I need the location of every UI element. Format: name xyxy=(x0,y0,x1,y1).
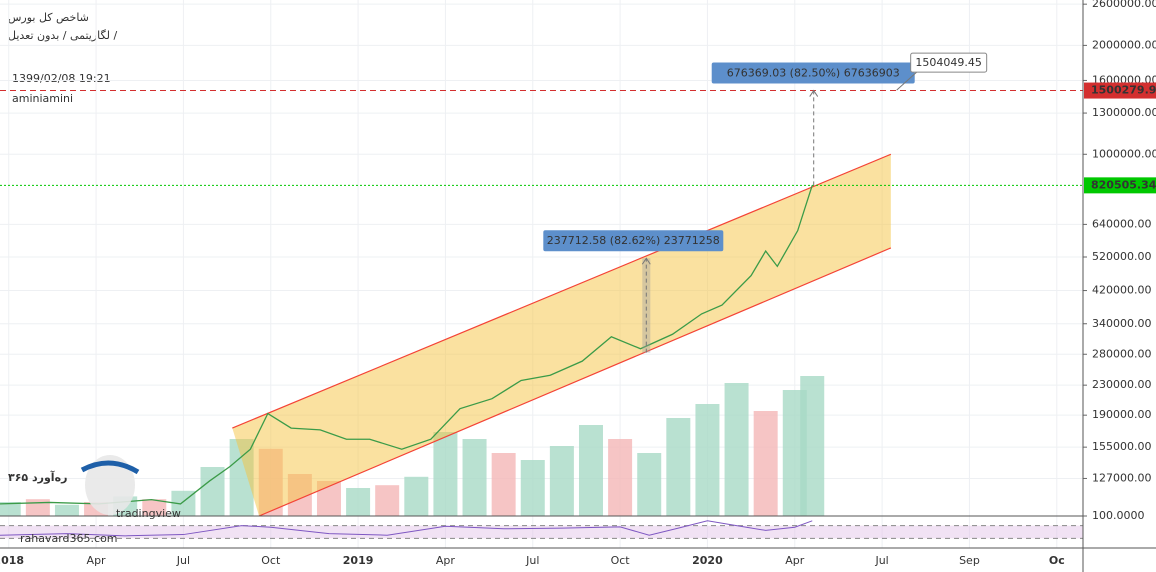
volume-bar xyxy=(695,404,720,516)
volume-bar xyxy=(404,476,429,516)
callout-label: 1504049.45 xyxy=(915,56,981,69)
price-tag-label: 820505.34 xyxy=(1091,178,1156,191)
volume-bar xyxy=(200,467,225,516)
y-tick-label: 1300000.00 xyxy=(1092,106,1156,119)
y-tick-label: 2600000.00 xyxy=(1092,0,1156,10)
x-tick-label: Oc xyxy=(1049,554,1065,567)
x-tick-label: Apr xyxy=(87,554,107,567)
x-tick-label: 2020 xyxy=(692,554,723,567)
volume-bar xyxy=(25,499,50,516)
watermark-tv: tradingview xyxy=(116,507,181,520)
price-line-series xyxy=(0,185,813,505)
y-tick-label: 1000000.00 xyxy=(1092,147,1156,160)
measure-arrow xyxy=(641,257,651,265)
volume-bar xyxy=(549,446,574,516)
measure-label: 237712.58 (82.62%) 23771258 xyxy=(547,234,720,247)
y-tick-label: 2000000.00 xyxy=(1092,38,1156,51)
channel-fill xyxy=(232,154,891,516)
volume-bar xyxy=(54,504,79,516)
measure-box xyxy=(711,62,915,84)
chart-subtitle: لگاریتمی / بدون تعدیل / xyxy=(8,29,117,42)
measure-area xyxy=(642,258,651,353)
watermark-icon xyxy=(85,455,135,515)
chart-title: شاخص کل بورس xyxy=(8,11,89,24)
watermark-site: rahavard365.com xyxy=(20,532,118,545)
callout-box xyxy=(910,52,988,73)
price-tag xyxy=(1084,82,1156,99)
x-tick-label: Apr xyxy=(436,554,456,567)
price-tag xyxy=(1084,177,1156,194)
x-tick-label: 2019 xyxy=(343,554,374,567)
x-tick-label: Oct xyxy=(611,554,631,567)
author: aminiamini xyxy=(12,92,73,105)
y-tick-label: 280000.00 xyxy=(1092,347,1152,360)
measure-arrow xyxy=(809,89,819,97)
volume-bar xyxy=(462,439,487,516)
channel-lower xyxy=(258,247,892,517)
volume-bar xyxy=(0,502,21,516)
volume-bar xyxy=(578,425,603,516)
x-tick-label: Jul xyxy=(176,554,190,567)
volume-bar xyxy=(753,411,778,516)
rsi-tick-label: 100.0000 xyxy=(1092,509,1145,522)
x-tick-label: Apr xyxy=(785,554,805,567)
measure-box xyxy=(543,230,724,252)
y-tick-label: 340000.00 xyxy=(1092,317,1152,330)
y-tick-label: 520000.00 xyxy=(1092,250,1152,263)
watermark-brand: ره‌آورد ۳۶۵ xyxy=(8,470,67,484)
y-tick-label: 190000.00 xyxy=(1092,408,1152,421)
y-tick-label: 420000.00 xyxy=(1092,284,1152,297)
y-tick-label: 155000.00 xyxy=(1092,440,1152,453)
x-tick-label: Sep xyxy=(959,554,980,567)
measure-label: 676369.03 (82.50%) 67636903 xyxy=(727,67,900,80)
timestamp: 1399/02/08 19:21 xyxy=(12,72,111,85)
rsi-line xyxy=(0,520,813,537)
x-tick-label: Oct xyxy=(261,554,281,567)
callout-pointer xyxy=(896,71,918,91)
volume-bar xyxy=(608,439,633,516)
volume-bar xyxy=(724,383,749,516)
volume-bar xyxy=(346,488,371,516)
volume-bar xyxy=(520,460,545,516)
watermark-swoosh xyxy=(80,460,140,475)
y-tick-label: 230000.00 xyxy=(1092,378,1152,391)
x-tick-label: Jul xyxy=(525,554,539,567)
volume-bar xyxy=(142,499,167,516)
price-tag-label: 1500279.98 xyxy=(1091,84,1156,97)
volume-bar xyxy=(375,485,400,516)
x-tick-label: 2018 xyxy=(0,554,24,567)
y-tick-label: 640000.00 xyxy=(1092,217,1152,230)
volume-bar xyxy=(800,376,825,516)
channel-upper xyxy=(232,153,892,429)
x-tick-label: Jul xyxy=(874,554,888,567)
volume-bar xyxy=(666,418,691,516)
volume-bar xyxy=(491,453,516,516)
y-tick-label: 127000.00 xyxy=(1092,471,1152,484)
volume-bar xyxy=(637,453,662,516)
rsi-band xyxy=(0,525,1083,539)
volume-bar xyxy=(433,432,458,516)
